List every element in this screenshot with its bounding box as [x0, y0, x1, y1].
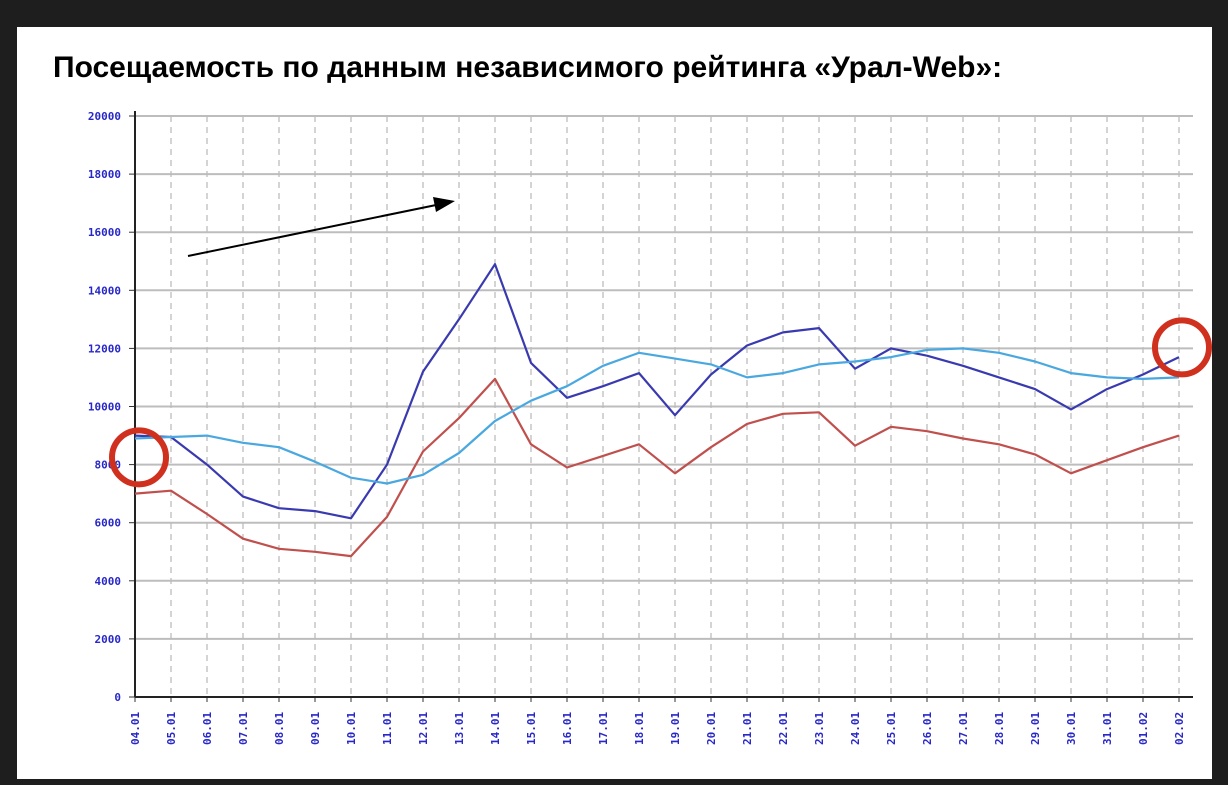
axis-layer: 0200040006000800010000120001400016000180… — [88, 110, 1193, 745]
y-tick-label: 18000 — [88, 168, 121, 181]
x-tick-label: 21.01 — [741, 712, 754, 745]
y-tick-label: 0 — [114, 691, 121, 704]
series-line-2 — [134, 377, 1180, 558]
line-chart: 0200040006000800010000120001400016000180… — [88, 110, 1212, 745]
x-tick-label: 19.01 — [669, 712, 682, 745]
x-tick-label: 29.01 — [1029, 712, 1042, 745]
x-tick-label: 05.01 — [165, 712, 178, 745]
x-tick-label: 01.02 — [1137, 712, 1150, 745]
trend-arrow-line — [187, 203, 442, 257]
x-tick-label: 11.01 — [381, 712, 394, 745]
x-tick-label: 31.01 — [1101, 712, 1114, 745]
x-tick-label: 25.01 — [885, 712, 898, 745]
y-tick-label: 20000 — [88, 110, 121, 123]
x-tick-label: 27.01 — [957, 712, 970, 745]
y-tick-label: 4000 — [95, 575, 122, 588]
y-tick-label: 2000 — [95, 633, 122, 646]
y-tick-label: 10000 — [88, 401, 121, 414]
x-tick-label: 08.01 — [273, 712, 286, 745]
x-tick-label: 18.01 — [633, 712, 646, 745]
y-tick-label: 14000 — [88, 284, 121, 297]
x-tick-label: 23.01 — [813, 712, 826, 745]
x-tick-label: 30.01 — [1065, 712, 1078, 745]
x-tick-label: 24.01 — [849, 712, 862, 745]
x-tick-label: 26.01 — [921, 712, 934, 745]
x-tick-label: 09.01 — [309, 712, 322, 745]
x-tick-label: 13.01 — [453, 712, 466, 745]
annotation-layer — [109, 197, 1212, 488]
x-tick-label: 16.01 — [561, 712, 574, 745]
y-tick-label: 16000 — [88, 226, 121, 239]
x-tick-label: 28.01 — [993, 712, 1006, 745]
series-line-3 — [134, 347, 1180, 485]
x-tick-label: 14.01 — [489, 712, 502, 745]
x-tick-label: 07.01 — [237, 712, 250, 745]
grid-layer — [135, 115, 1193, 697]
series-layer — [134, 263, 1180, 558]
x-tick-label: 06.01 — [201, 712, 214, 745]
x-tick-label: 12.01 — [417, 712, 430, 745]
trend-arrow-head — [433, 197, 455, 212]
x-tick-label: 02.02 — [1173, 712, 1186, 745]
x-tick-label: 04.01 — [129, 712, 142, 745]
x-tick-label: 15.01 — [525, 712, 538, 745]
highlight-circle-end — [1152, 317, 1212, 378]
x-tick-label: 22.01 — [777, 712, 790, 745]
chart-title: Посещаемость по данным независимого рейт… — [53, 51, 1003, 84]
series-line-1 — [134, 263, 1180, 520]
x-tick-label: 20.01 — [705, 712, 718, 745]
y-tick-label: 6000 — [95, 517, 122, 530]
slide: Посещаемость по данным независимого рейт… — [17, 27, 1212, 779]
highlight-circle-start — [109, 427, 169, 488]
x-tick-label: 17.01 — [597, 712, 610, 745]
x-tick-label: 10.01 — [345, 712, 358, 745]
y-tick-label: 12000 — [88, 342, 121, 355]
